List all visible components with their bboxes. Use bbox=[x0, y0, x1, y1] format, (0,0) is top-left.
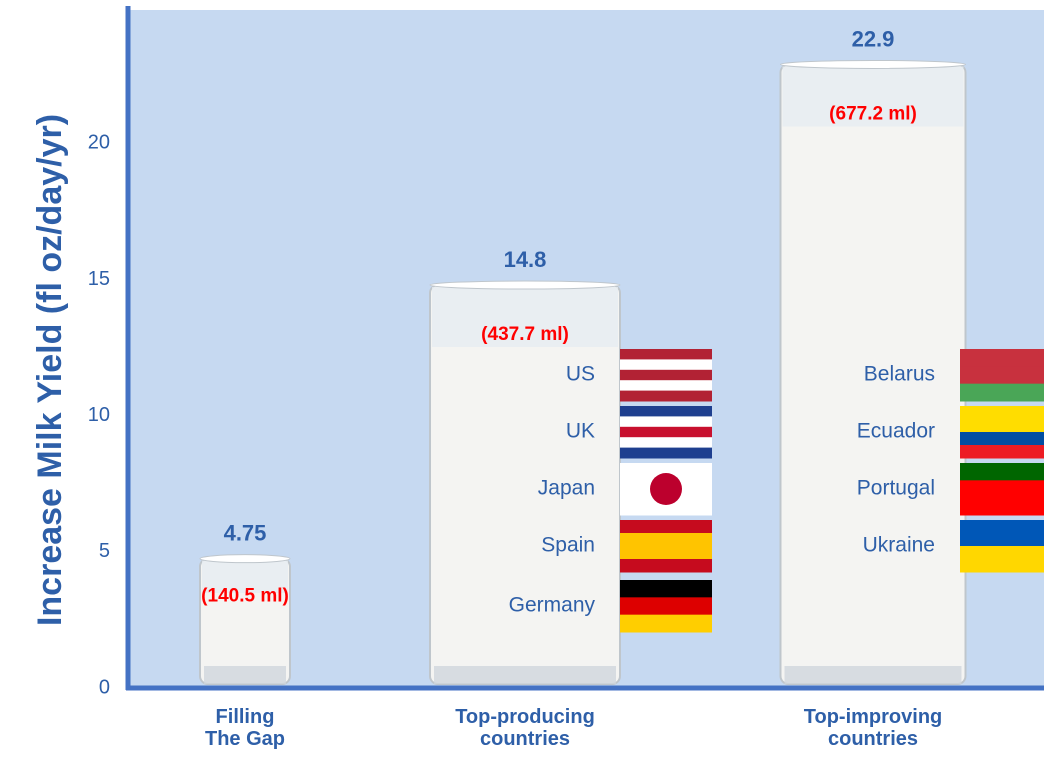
chart: Increase Milk Yield (fl oz/day/yr) 0 5 10 1… bbox=[0, 0, 1044, 759]
flag-stripe bbox=[620, 406, 712, 417]
flag-stripe bbox=[620, 615, 712, 633]
x-tick-label: Top-producing countries bbox=[440, 706, 610, 750]
glass-base bbox=[204, 666, 286, 684]
country-label: US bbox=[566, 363, 595, 386]
flag-stripe bbox=[960, 432, 1044, 446]
y-axis-title: Increase Milk Yield (fl oz/day/yr) bbox=[31, 114, 69, 626]
flag-stripe bbox=[620, 370, 712, 381]
glass-base bbox=[434, 666, 616, 684]
flag-stripe bbox=[620, 505, 712, 516]
flag-stripe bbox=[620, 359, 712, 370]
flag-stripe bbox=[620, 520, 712, 534]
flag-stripe bbox=[960, 546, 1044, 573]
flag-stripe bbox=[960, 366, 1044, 384]
flag-stripe bbox=[620, 437, 712, 448]
flag-stripe bbox=[620, 380, 712, 391]
value-label: 4.75 bbox=[224, 520, 267, 545]
y-tick-label: 0 bbox=[99, 676, 110, 698]
flag-stripe bbox=[620, 559, 712, 573]
x-tick-label: Filling The Gap bbox=[205, 706, 285, 750]
flag-stripe bbox=[620, 427, 712, 438]
ml-label: (140.5 ml) bbox=[201, 586, 289, 607]
x-tick-label: Top-improving countries bbox=[788, 706, 958, 750]
y-tick-label: 5 bbox=[99, 540, 110, 562]
glass-rim bbox=[781, 60, 966, 68]
flag-stripe bbox=[620, 391, 712, 402]
flag-stripe bbox=[960, 419, 1044, 433]
y-tick-label: 10 bbox=[88, 404, 110, 426]
glass-rim bbox=[430, 281, 620, 289]
flag-stripe bbox=[620, 597, 712, 615]
value-label: 22.9 bbox=[852, 26, 895, 51]
country-label: UK bbox=[566, 420, 595, 443]
country-label: Ukraine bbox=[863, 534, 935, 557]
flag-stripe bbox=[960, 406, 1044, 420]
country-label: Japan bbox=[538, 477, 595, 500]
flag-stripe bbox=[620, 533, 712, 547]
flag-stripe bbox=[960, 445, 1044, 459]
flag-stripe bbox=[960, 498, 1044, 516]
flag-stripe bbox=[960, 480, 1044, 498]
flag-stripe bbox=[620, 580, 712, 598]
country-label: Ecuador bbox=[857, 420, 935, 443]
glass-base bbox=[785, 666, 962, 684]
country-label: Belarus bbox=[864, 363, 935, 386]
country-label: Portugal bbox=[857, 477, 935, 500]
y-tick-label: 15 bbox=[88, 268, 110, 290]
flag-stripe bbox=[620, 546, 712, 560]
y-tick-label: 20 bbox=[88, 132, 110, 154]
flag-stripe bbox=[960, 520, 1044, 547]
flag-stripe bbox=[960, 384, 1044, 402]
flag-stripe bbox=[620, 463, 712, 474]
flag-stripe bbox=[620, 349, 712, 360]
glass-rim bbox=[200, 555, 290, 563]
flag-disc bbox=[650, 473, 682, 505]
flag-stripe bbox=[620, 416, 712, 427]
country-label: Germany bbox=[509, 594, 596, 617]
value-label: 14.8 bbox=[504, 247, 547, 272]
country-label: Spain bbox=[541, 534, 595, 557]
flag-stripe bbox=[960, 349, 1044, 367]
ml-label: (437.7 ml) bbox=[481, 324, 569, 345]
flag-stripe bbox=[960, 463, 1044, 481]
flag-stripe bbox=[620, 448, 712, 459]
page: Increase Milk Yield (fl oz/day/yr) 0 5 10 1… bbox=[0, 0, 1044, 759]
ml-label: (677.2 ml) bbox=[829, 103, 917, 124]
